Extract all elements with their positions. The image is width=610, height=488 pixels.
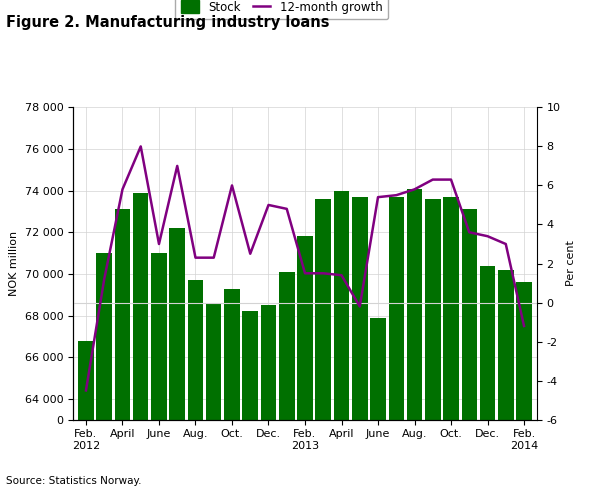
Bar <box>407 188 422 420</box>
Bar <box>425 199 440 420</box>
Bar <box>462 209 477 420</box>
Y-axis label: NOK million: NOK million <box>9 231 19 296</box>
Bar <box>170 228 185 420</box>
Bar <box>133 193 148 420</box>
Text: Figure 2. Manufacturing industry loans: Figure 2. Manufacturing industry loans <box>6 15 329 30</box>
Bar <box>443 197 459 420</box>
Bar <box>96 253 112 420</box>
Legend: Stock, 12-month growth: Stock, 12-month growth <box>175 0 389 20</box>
Bar <box>188 280 203 420</box>
Bar <box>315 199 331 420</box>
Bar <box>224 288 240 420</box>
Bar <box>260 305 276 420</box>
Bar <box>206 303 221 420</box>
Bar <box>370 318 386 420</box>
Bar <box>297 237 313 420</box>
Bar <box>516 282 532 420</box>
Y-axis label: Per cent: Per cent <box>566 241 576 286</box>
Bar <box>352 197 367 420</box>
Bar <box>479 265 495 420</box>
Bar <box>279 272 295 420</box>
Bar <box>151 253 167 420</box>
Bar <box>115 209 131 420</box>
Bar <box>498 270 514 420</box>
Bar <box>243 311 258 420</box>
Bar <box>389 197 404 420</box>
Bar <box>334 191 350 420</box>
Bar <box>78 341 94 420</box>
Text: Source: Statistics Norway.: Source: Statistics Norway. <box>6 476 142 486</box>
